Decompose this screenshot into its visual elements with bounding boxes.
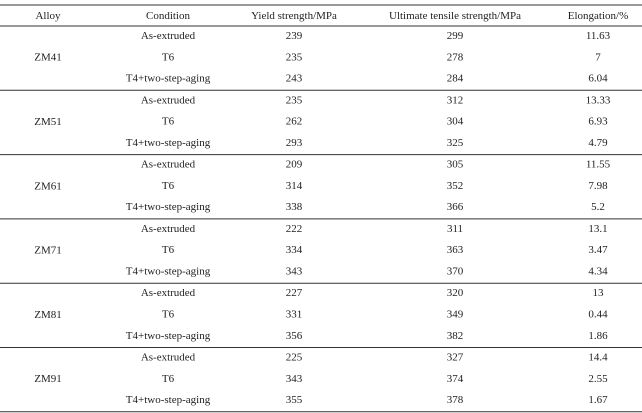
value-cell: 370 xyxy=(447,266,464,278)
value-cell: 378 xyxy=(447,394,464,406)
value-cell: 343 xyxy=(286,266,303,278)
value-cell: 311 xyxy=(447,223,463,235)
value-cell: 299 xyxy=(447,30,464,42)
condition-cell: As-extruded xyxy=(141,94,196,106)
value-cell: 314 xyxy=(286,180,303,192)
condition-cell: As-extruded xyxy=(141,30,196,42)
condition-cell: T6 xyxy=(162,309,175,321)
condition-cell: T6 xyxy=(162,373,175,385)
value-cell: 209 xyxy=(286,159,303,171)
condition-cell: T4+two-step-aging xyxy=(126,266,211,278)
value-cell: 225 xyxy=(286,352,303,364)
alloy-cell: ZM71 xyxy=(34,245,62,257)
value-cell: 4.34 xyxy=(588,266,608,278)
value-cell: 325 xyxy=(447,137,464,149)
value-cell: 262 xyxy=(286,116,303,128)
value-cell: 1.67 xyxy=(588,394,608,406)
alloy-cell: ZM51 xyxy=(34,116,62,128)
value-cell: 7.98 xyxy=(588,180,608,192)
alloy-cell: ZM61 xyxy=(34,180,62,192)
value-cell: 235 xyxy=(286,51,303,63)
value-cell: 278 xyxy=(447,51,464,63)
condition-cell: T6 xyxy=(162,51,175,63)
header-cell: Alloy xyxy=(35,10,61,22)
alloy-cell: ZM41 xyxy=(34,52,62,64)
condition-cell: T6 xyxy=(162,116,175,128)
header-cell: Ultimate tensile strength/MPa xyxy=(389,10,521,22)
value-cell: 343 xyxy=(286,373,303,385)
value-cell: 222 xyxy=(286,223,303,235)
value-cell: 312 xyxy=(447,94,464,106)
value-cell: 293 xyxy=(286,137,303,149)
value-cell: 3.47 xyxy=(588,244,608,256)
value-cell: 5.2 xyxy=(591,201,605,213)
condition-cell: T4+two-step-aging xyxy=(126,137,211,149)
condition-cell: As-extruded xyxy=(141,287,196,299)
value-cell: 327 xyxy=(447,352,464,364)
header-cell: Yield strength/MPa xyxy=(251,10,337,22)
value-cell: 363 xyxy=(447,244,464,256)
value-cell: 355 xyxy=(286,394,303,406)
condition-cell: T4+two-step-aging xyxy=(126,73,211,85)
condition-cell: T4+two-step-aging xyxy=(126,394,211,406)
value-cell: 13 xyxy=(593,287,605,299)
value-cell: 382 xyxy=(447,330,464,342)
condition-cell: T4+two-step-aging xyxy=(126,330,211,342)
value-cell: 239 xyxy=(286,30,303,42)
value-cell: 13.1 xyxy=(588,223,607,235)
header-cell: Elongation/% xyxy=(568,10,629,22)
value-cell: 11.55 xyxy=(586,159,611,171)
value-cell: 284 xyxy=(447,73,464,85)
value-cell: 304 xyxy=(447,116,464,128)
value-cell: 7 xyxy=(595,51,601,63)
condition-cell: As-extruded xyxy=(141,352,196,364)
value-cell: 235 xyxy=(286,94,303,106)
alloy-cell: ZM91 xyxy=(34,373,62,385)
condition-cell: As-extruded xyxy=(141,159,196,171)
header-cell: Condition xyxy=(146,10,191,22)
value-cell: 227 xyxy=(286,287,303,299)
value-cell: 374 xyxy=(447,373,464,385)
condition-cell: As-extruded xyxy=(141,223,196,235)
value-cell: 331 xyxy=(286,309,303,321)
value-cell: 320 xyxy=(447,287,464,299)
value-cell: 14.4 xyxy=(588,352,608,364)
value-cell: 305 xyxy=(447,159,464,171)
condition-cell: T6 xyxy=(162,244,175,256)
value-cell: 338 xyxy=(286,201,303,213)
condition-cell: T6 xyxy=(162,180,175,192)
value-cell: 366 xyxy=(447,201,464,213)
value-cell: 6.04 xyxy=(588,73,608,85)
value-cell: 6.93 xyxy=(588,116,608,128)
alloy-cell: ZM81 xyxy=(34,309,62,321)
value-cell: 13.33 xyxy=(586,94,611,106)
value-cell: 2.55 xyxy=(588,373,608,385)
value-cell: 334 xyxy=(286,244,303,256)
value-cell: 352 xyxy=(447,180,464,192)
value-cell: 349 xyxy=(447,309,464,321)
value-cell: 243 xyxy=(286,73,303,85)
value-cell: 11.63 xyxy=(586,30,611,42)
value-cell: 4.79 xyxy=(588,137,608,149)
value-cell: 356 xyxy=(286,330,303,342)
value-cell: 1.86 xyxy=(588,330,608,342)
condition-cell: T4+two-step-aging xyxy=(126,201,211,213)
value-cell: 0.44 xyxy=(588,309,608,321)
